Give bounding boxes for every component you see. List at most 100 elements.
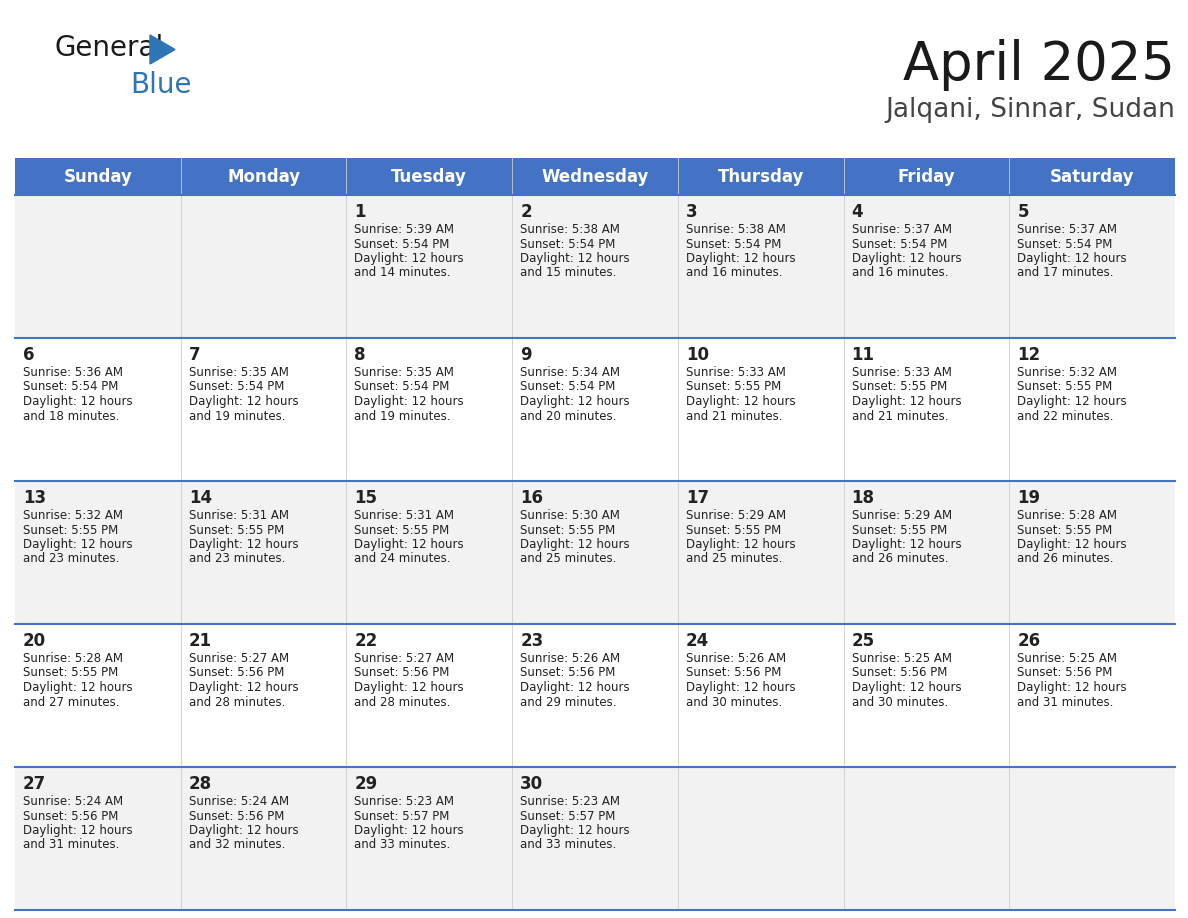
Text: Daylight: 12 hours: Daylight: 12 hours: [852, 538, 961, 551]
Text: Daylight: 12 hours: Daylight: 12 hours: [354, 681, 465, 694]
Text: and 19 minutes.: and 19 minutes.: [354, 409, 451, 422]
Text: Daylight: 12 hours: Daylight: 12 hours: [354, 824, 465, 837]
Text: Sunset: 5:55 PM: Sunset: 5:55 PM: [685, 523, 781, 536]
Text: and 31 minutes.: and 31 minutes.: [23, 838, 119, 852]
Text: Saturday: Saturday: [1050, 167, 1135, 185]
Text: Sunset: 5:55 PM: Sunset: 5:55 PM: [520, 523, 615, 536]
Text: Sunset: 5:55 PM: Sunset: 5:55 PM: [852, 380, 947, 394]
Text: 17: 17: [685, 489, 709, 507]
Text: 5: 5: [1017, 203, 1029, 221]
Text: and 28 minutes.: and 28 minutes.: [189, 696, 285, 709]
Text: Sunset: 5:55 PM: Sunset: 5:55 PM: [23, 666, 119, 679]
Text: Sunrise: 5:39 AM: Sunrise: 5:39 AM: [354, 223, 455, 236]
Text: Daylight: 12 hours: Daylight: 12 hours: [23, 681, 133, 694]
Text: Sunset: 5:56 PM: Sunset: 5:56 PM: [685, 666, 782, 679]
Text: 1: 1: [354, 203, 366, 221]
Text: Wednesday: Wednesday: [542, 167, 649, 185]
Text: Sunset: 5:54 PM: Sunset: 5:54 PM: [354, 380, 450, 394]
Text: and 15 minutes.: and 15 minutes.: [520, 266, 617, 279]
Text: Jalqani, Sinnar, Sudan: Jalqani, Sinnar, Sudan: [885, 97, 1175, 123]
Text: 6: 6: [23, 346, 34, 364]
Text: and 24 minutes.: and 24 minutes.: [354, 553, 451, 565]
Text: Daylight: 12 hours: Daylight: 12 hours: [520, 824, 630, 837]
Text: and 25 minutes.: and 25 minutes.: [520, 553, 617, 565]
Text: Sunrise: 5:32 AM: Sunrise: 5:32 AM: [23, 509, 124, 522]
Text: Sunset: 5:55 PM: Sunset: 5:55 PM: [189, 523, 284, 536]
Text: and 23 minutes.: and 23 minutes.: [189, 553, 285, 565]
Text: Daylight: 12 hours: Daylight: 12 hours: [189, 681, 298, 694]
Text: Daylight: 12 hours: Daylight: 12 hours: [23, 395, 133, 408]
Text: Daylight: 12 hours: Daylight: 12 hours: [1017, 681, 1127, 694]
Text: Sunset: 5:56 PM: Sunset: 5:56 PM: [189, 666, 284, 679]
Text: Sunset: 5:54 PM: Sunset: 5:54 PM: [1017, 238, 1113, 251]
Bar: [15, 624, 1175, 767]
Text: and 33 minutes.: and 33 minutes.: [520, 838, 617, 852]
Text: 26: 26: [1017, 632, 1041, 650]
Text: and 27 minutes.: and 27 minutes.: [23, 696, 120, 709]
Bar: [15, 195, 1175, 338]
Text: Sunrise: 5:30 AM: Sunrise: 5:30 AM: [520, 509, 620, 522]
Text: Daylight: 12 hours: Daylight: 12 hours: [189, 538, 298, 551]
Text: 15: 15: [354, 489, 378, 507]
Text: 19: 19: [1017, 489, 1041, 507]
Text: and 26 minutes.: and 26 minutes.: [852, 553, 948, 565]
Text: and 18 minutes.: and 18 minutes.: [23, 409, 119, 422]
Text: Sunrise: 5:26 AM: Sunrise: 5:26 AM: [685, 652, 786, 665]
Text: Sunrise: 5:29 AM: Sunrise: 5:29 AM: [852, 509, 952, 522]
Text: Sunset: 5:57 PM: Sunset: 5:57 PM: [354, 810, 450, 823]
Polygon shape: [150, 35, 175, 64]
Text: Monday: Monday: [227, 167, 301, 185]
Text: Daylight: 12 hours: Daylight: 12 hours: [520, 395, 630, 408]
Text: Sunset: 5:57 PM: Sunset: 5:57 PM: [520, 810, 615, 823]
Text: Sunrise: 5:31 AM: Sunrise: 5:31 AM: [189, 509, 289, 522]
Text: Sunrise: 5:29 AM: Sunrise: 5:29 AM: [685, 509, 786, 522]
Text: and 16 minutes.: and 16 minutes.: [852, 266, 948, 279]
Text: Sunset: 5:55 PM: Sunset: 5:55 PM: [354, 523, 450, 536]
Text: Sunset: 5:55 PM: Sunset: 5:55 PM: [1017, 523, 1112, 536]
Text: 12: 12: [1017, 346, 1041, 364]
Text: Sunset: 5:56 PM: Sunset: 5:56 PM: [354, 666, 450, 679]
Text: and 25 minutes.: and 25 minutes.: [685, 553, 782, 565]
Text: 2: 2: [520, 203, 532, 221]
Text: and 29 minutes.: and 29 minutes.: [520, 696, 617, 709]
Bar: [15, 338, 1175, 481]
Text: Sunrise: 5:35 AM: Sunrise: 5:35 AM: [189, 366, 289, 379]
Text: Daylight: 12 hours: Daylight: 12 hours: [852, 252, 961, 265]
Text: Daylight: 12 hours: Daylight: 12 hours: [1017, 252, 1127, 265]
Text: Sunrise: 5:24 AM: Sunrise: 5:24 AM: [23, 795, 124, 808]
Text: Daylight: 12 hours: Daylight: 12 hours: [852, 681, 961, 694]
Text: Sunday: Sunday: [63, 167, 132, 185]
Text: General: General: [55, 34, 164, 62]
Text: Thursday: Thursday: [718, 167, 804, 185]
Text: Sunrise: 5:28 AM: Sunrise: 5:28 AM: [1017, 509, 1117, 522]
Text: Sunset: 5:56 PM: Sunset: 5:56 PM: [23, 810, 119, 823]
Text: and 26 minutes.: and 26 minutes.: [1017, 553, 1114, 565]
Text: 9: 9: [520, 346, 532, 364]
Text: Daylight: 12 hours: Daylight: 12 hours: [1017, 538, 1127, 551]
Text: 16: 16: [520, 489, 543, 507]
Text: Sunrise: 5:24 AM: Sunrise: 5:24 AM: [189, 795, 289, 808]
Text: 4: 4: [852, 203, 864, 221]
Text: and 30 minutes.: and 30 minutes.: [685, 696, 782, 709]
Text: Sunset: 5:54 PM: Sunset: 5:54 PM: [520, 380, 615, 394]
Text: Daylight: 12 hours: Daylight: 12 hours: [189, 395, 298, 408]
Text: 20: 20: [23, 632, 46, 650]
Text: Daylight: 12 hours: Daylight: 12 hours: [685, 681, 796, 694]
Text: Daylight: 12 hours: Daylight: 12 hours: [1017, 395, 1127, 408]
Text: Sunset: 5:54 PM: Sunset: 5:54 PM: [23, 380, 119, 394]
Text: Sunrise: 5:23 AM: Sunrise: 5:23 AM: [520, 795, 620, 808]
Text: Sunrise: 5:36 AM: Sunrise: 5:36 AM: [23, 366, 124, 379]
Text: Sunrise: 5:38 AM: Sunrise: 5:38 AM: [685, 223, 785, 236]
Text: and 30 minutes.: and 30 minutes.: [852, 696, 948, 709]
Text: Friday: Friday: [898, 167, 955, 185]
Text: Daylight: 12 hours: Daylight: 12 hours: [685, 252, 796, 265]
Text: Sunrise: 5:34 AM: Sunrise: 5:34 AM: [520, 366, 620, 379]
Text: Sunset: 5:54 PM: Sunset: 5:54 PM: [852, 238, 947, 251]
Text: Sunset: 5:54 PM: Sunset: 5:54 PM: [520, 238, 615, 251]
Text: and 16 minutes.: and 16 minutes.: [685, 266, 783, 279]
Text: and 33 minutes.: and 33 minutes.: [354, 838, 450, 852]
Text: 29: 29: [354, 775, 378, 793]
Text: Sunrise: 5:26 AM: Sunrise: 5:26 AM: [520, 652, 620, 665]
Text: Sunset: 5:55 PM: Sunset: 5:55 PM: [23, 523, 119, 536]
Text: Sunset: 5:54 PM: Sunset: 5:54 PM: [685, 238, 782, 251]
